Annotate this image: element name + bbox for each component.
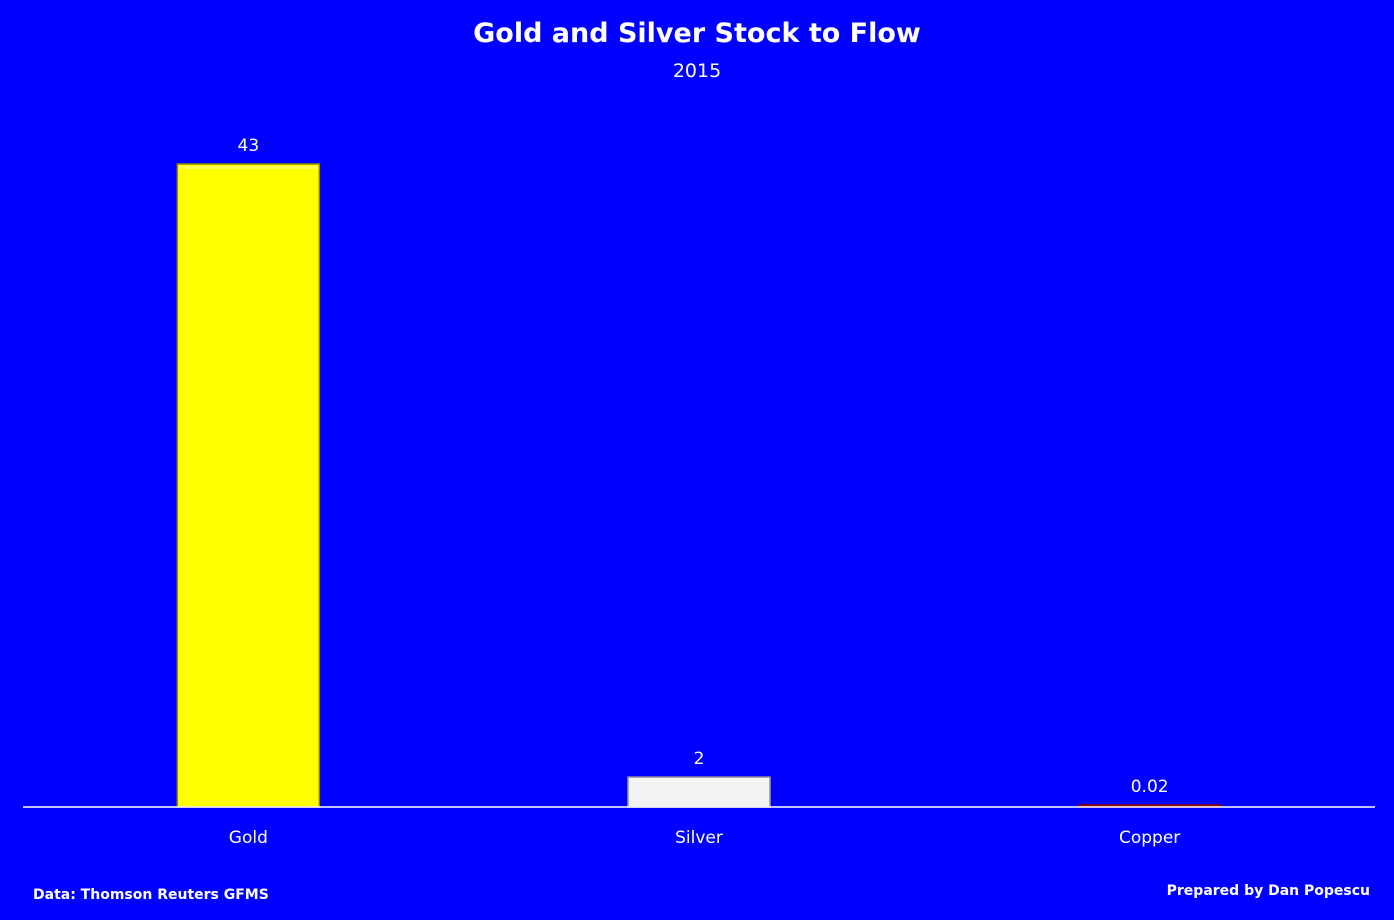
source-note: Data: Thomson Reuters GFMS (33, 887, 269, 903)
data-label-gold: 43 (238, 136, 260, 156)
chart-title: Gold and Silver Stock to Flow (473, 18, 921, 49)
bar-highlight-gold (179, 166, 318, 169)
bar-silver (627, 776, 771, 808)
data-label-copper: 0.02 (1131, 777, 1169, 797)
x-tick-label-silver: Silver (675, 828, 723, 848)
bar-gold (176, 163, 321, 808)
chart-subtitle: 2015 (673, 60, 721, 82)
x-tick-label-copper: Copper (1119, 828, 1180, 848)
credit-note: Prepared by Dan Popescu (1167, 883, 1370, 899)
data-label-silver: 2 (694, 749, 705, 769)
bars-layer (176, 163, 1222, 808)
labels-layer: 43 Gold 2 Silver 0.02 Copper (229, 136, 1181, 848)
bar-highlight-silver (630, 779, 768, 783)
x-tick-label-gold: Gold (229, 828, 268, 848)
